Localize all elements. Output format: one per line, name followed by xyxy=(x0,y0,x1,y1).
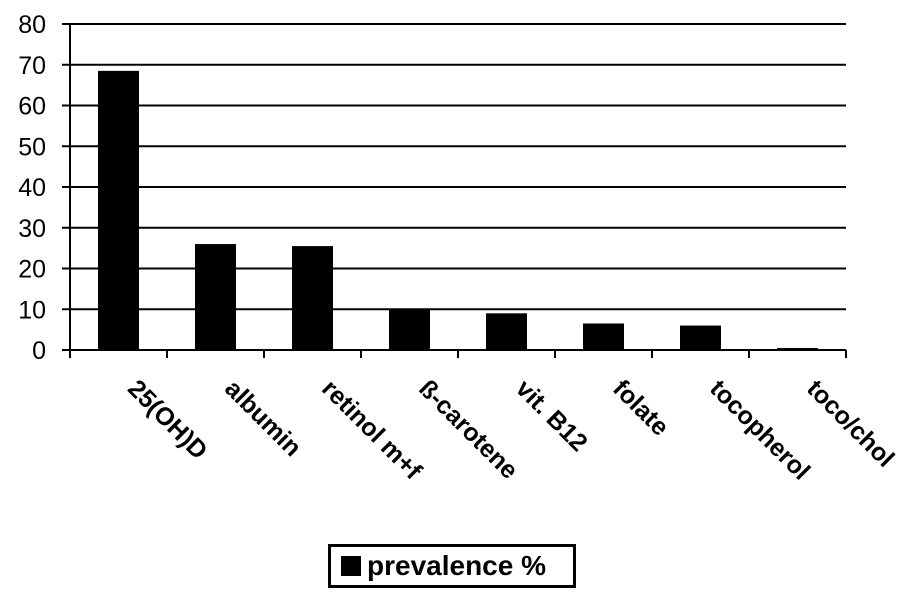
bar xyxy=(583,323,624,350)
legend-label: prevalence % xyxy=(367,550,546,581)
y-tick-label: 50 xyxy=(18,133,46,161)
x-tick-label: ß-carotene xyxy=(413,374,523,484)
x-tick-label: retinol m+f xyxy=(316,374,427,485)
y-tick-label: 20 xyxy=(18,256,46,284)
y-tick-label: 40 xyxy=(18,174,46,202)
y-tick-label: 0 xyxy=(32,337,46,365)
bar xyxy=(292,246,333,350)
x-tick-label: folate xyxy=(607,374,674,441)
y-tick-label: 10 xyxy=(18,296,46,324)
x-tick-label: tocopherol xyxy=(704,374,815,485)
y-tick-label: 30 xyxy=(18,215,46,243)
y-tick-label: 80 xyxy=(18,11,46,39)
bar xyxy=(777,347,818,350)
bar xyxy=(195,244,236,350)
bar xyxy=(680,325,721,350)
y-tick-label: 60 xyxy=(18,93,46,121)
legend-swatch xyxy=(341,556,361,576)
legend: prevalence % xyxy=(328,544,576,588)
x-tick-label: vit. B12 xyxy=(510,374,593,457)
x-tick-label: toco/chol xyxy=(801,374,899,472)
y-tick-label: 70 xyxy=(18,52,46,80)
x-tick-label: albumin xyxy=(219,374,307,462)
bar xyxy=(389,309,430,350)
x-tick-label: 25(OH)D xyxy=(122,374,213,465)
bar xyxy=(486,313,527,350)
bar xyxy=(98,70,139,351)
